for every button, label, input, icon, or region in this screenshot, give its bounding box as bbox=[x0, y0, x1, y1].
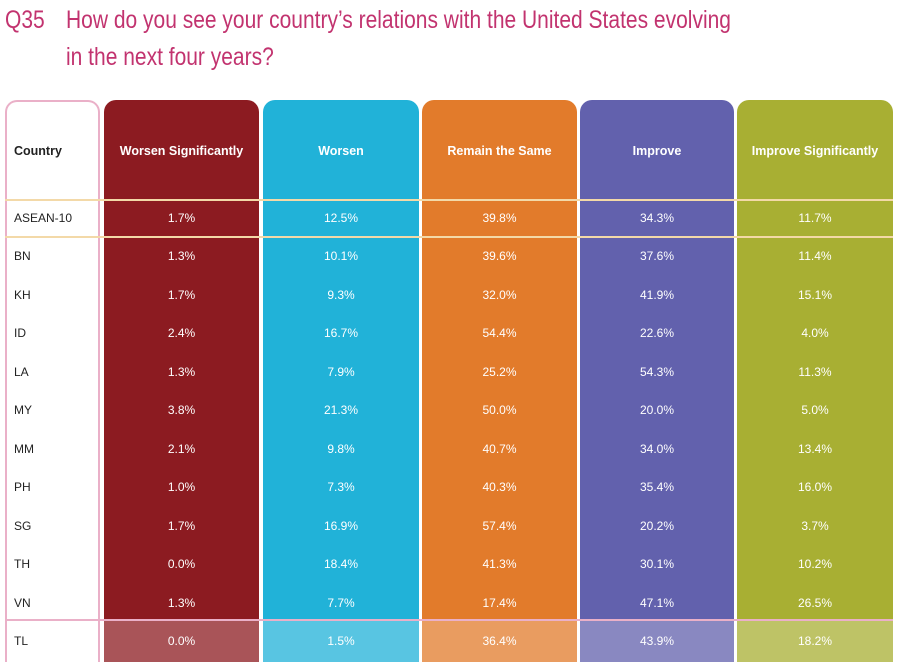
value-cell: 12.5% bbox=[323, 211, 359, 225]
value-cell: 7.3% bbox=[327, 480, 355, 494]
value-cell: 9.8% bbox=[327, 441, 355, 456]
column-header: Country bbox=[14, 144, 62, 158]
value-cell: 26.5% bbox=[797, 595, 833, 610]
value-cell: 4.0% bbox=[801, 326, 829, 340]
value-cell: 9.3% bbox=[327, 287, 355, 302]
column-bg bbox=[104, 100, 259, 662]
value-cell: 11.3% bbox=[798, 364, 832, 379]
column-header: Remain the Same bbox=[447, 144, 552, 158]
value-cell: 3.7% bbox=[801, 518, 829, 533]
value-cell: 41.9% bbox=[639, 287, 675, 302]
column-header: Improve Significantly bbox=[751, 144, 879, 158]
column-bg bbox=[737, 100, 893, 662]
value-cell: 54.3% bbox=[639, 364, 675, 379]
value-cell: 36.4% bbox=[482, 634, 517, 648]
value-cell: 11.4% bbox=[798, 249, 832, 263]
value-cell: 7.7% bbox=[327, 595, 355, 610]
column-header: Worsen bbox=[318, 144, 364, 158]
country-cell: MM bbox=[14, 441, 34, 456]
column-header: Improve bbox=[632, 144, 682, 158]
column-bg bbox=[422, 100, 577, 662]
country-cell: TL bbox=[14, 634, 29, 648]
value-cell: 35.4% bbox=[639, 480, 675, 494]
value-cell: 13.4% bbox=[797, 441, 833, 456]
value-cell: 16.9% bbox=[323, 518, 359, 533]
value-cell: 2.4% bbox=[167, 326, 196, 340]
question-line: in the next four years? bbox=[66, 43, 274, 71]
country-cell: ASEAN-10 bbox=[14, 211, 73, 225]
value-cell: 10.2% bbox=[797, 557, 833, 571]
value-cell: 2.1% bbox=[167, 441, 196, 456]
value-cell: 1.3% bbox=[167, 595, 196, 610]
value-cell: 0.0% bbox=[167, 634, 196, 648]
value-cell: 1.0% bbox=[167, 480, 196, 494]
value-cell: 15.1% bbox=[797, 287, 833, 302]
country-cell: VN bbox=[14, 595, 31, 610]
value-cell: 1.5% bbox=[327, 634, 355, 648]
value-cell: 20.0% bbox=[639, 403, 675, 417]
value-cell: 34.0% bbox=[639, 441, 675, 456]
value-cell: 16.0% bbox=[797, 480, 833, 494]
row-divider bbox=[5, 199, 893, 201]
value-cell: 20.2% bbox=[639, 518, 675, 533]
country-cell: ID bbox=[14, 326, 26, 340]
value-cell: 25.2% bbox=[482, 364, 517, 379]
value-cell: 18.4% bbox=[323, 557, 359, 571]
value-cell: 57.4% bbox=[482, 518, 517, 533]
row-divider bbox=[5, 236, 893, 238]
value-cell: 1.7% bbox=[167, 211, 196, 225]
country-cell: BN bbox=[14, 249, 31, 263]
question-number: Q35 bbox=[5, 6, 45, 34]
value-cell: 39.6% bbox=[482, 249, 517, 263]
value-cell: 22.6% bbox=[639, 326, 675, 340]
column-header: Worsen Significantly bbox=[119, 144, 244, 158]
value-cell: 16.7% bbox=[323, 326, 359, 340]
question-line: How do you see your country’s relations … bbox=[66, 6, 731, 34]
country-cell: MY bbox=[14, 403, 32, 417]
value-cell: 40.7% bbox=[482, 441, 517, 456]
value-cell: 41.3% bbox=[482, 557, 517, 571]
value-cell: 30.1% bbox=[639, 557, 675, 571]
value-cell: 37.6% bbox=[639, 249, 675, 263]
value-cell: 17.4% bbox=[482, 595, 517, 610]
value-cell: 7.9% bbox=[327, 364, 355, 379]
country-column bbox=[5, 100, 100, 662]
country-cell: PH bbox=[14, 480, 31, 494]
value-cell: 43.9% bbox=[639, 634, 675, 648]
value-cell: 3.8% bbox=[167, 403, 196, 417]
value-cell: 10.1% bbox=[323, 249, 359, 263]
value-cell: 11.7% bbox=[798, 211, 832, 225]
value-cell: 0.0% bbox=[167, 557, 196, 571]
tl-row-shade bbox=[104, 620, 893, 662]
country-cell: SG bbox=[14, 518, 32, 533]
country-cell: TH bbox=[14, 557, 30, 571]
column-bg bbox=[263, 100, 419, 662]
column-bg bbox=[580, 100, 734, 662]
value-cell: 5.0% bbox=[801, 403, 829, 417]
value-cell: 50.0% bbox=[482, 403, 517, 417]
value-cell: 47.1% bbox=[639, 595, 675, 610]
value-cell: 21.3% bbox=[323, 403, 359, 417]
value-cell: 32.0% bbox=[482, 287, 517, 302]
value-cell: 1.7% bbox=[167, 287, 196, 302]
country-cell: KH bbox=[14, 287, 31, 302]
value-cell: 1.7% bbox=[167, 518, 196, 533]
value-cell: 1.3% bbox=[167, 364, 196, 379]
country-cell: LA bbox=[14, 364, 29, 379]
value-cell: 1.3% bbox=[167, 249, 196, 263]
value-cell: 54.4% bbox=[482, 326, 517, 340]
value-cell: 39.8% bbox=[482, 211, 517, 225]
value-cell: 34.3% bbox=[639, 211, 675, 225]
row-divider bbox=[5, 619, 893, 621]
value-cell: 18.2% bbox=[797, 634, 833, 648]
value-cell: 40.3% bbox=[482, 480, 517, 494]
